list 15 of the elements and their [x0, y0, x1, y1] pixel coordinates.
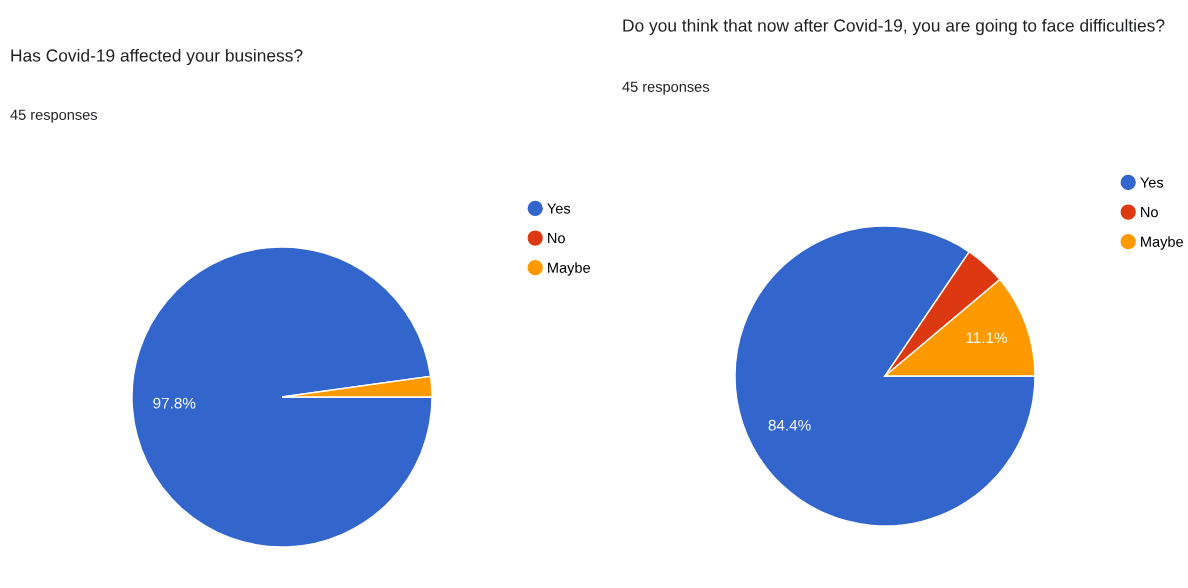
data-label: 97.8% [153, 397, 196, 409]
legend-label: No [548, 233, 565, 244]
chart-title: Has Covid-19 affected your business? [11, 48, 303, 66]
legend-label: Maybe [1141, 236, 1183, 250]
data-label: 84.4% [768, 419, 811, 431]
chart-subtitle: 45 responses [622, 81, 710, 95]
chart-title: Do you think that now after Covid-19, you are going to face difficulties? [623, 18, 1165, 36]
legend-label: No [1141, 207, 1158, 218]
legend-label: Yes [547, 203, 571, 214]
chart-subtitle: 45 responses [10, 109, 98, 123]
legend-label: Yes [1140, 177, 1164, 188]
pie-slice [734, 225, 1036, 527]
legend-label: Maybe [548, 262, 590, 276]
pie-slice [131, 246, 433, 548]
data-label: 11.1% [966, 332, 1008, 344]
